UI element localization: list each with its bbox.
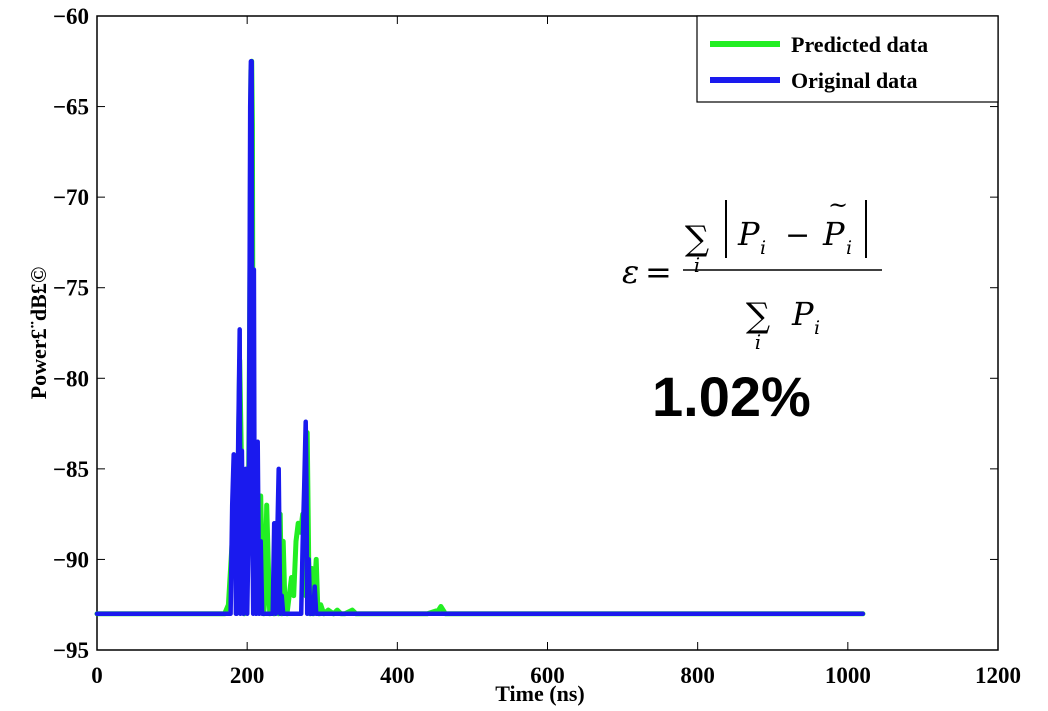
- y-tick-label: −90: [53, 547, 89, 572]
- minus-sign: −: [785, 218, 810, 253]
- numerator-p: P: [737, 215, 760, 253]
- legend-label-original: Original data: [791, 68, 918, 93]
- tilde-mark: ~: [828, 191, 848, 219]
- x-tick-label: 400: [380, 663, 415, 688]
- series-layer: [94, 58, 866, 617]
- y-tick-label: −95: [53, 638, 89, 663]
- x-tick-label: 600: [530, 663, 565, 688]
- legend-label-predicted: Predicted data: [791, 32, 928, 57]
- x-axis-title: Time (ns): [495, 681, 584, 706]
- denominator-sum-index: i: [755, 330, 761, 354]
- epsilon-symbol: ε: [622, 253, 639, 291]
- error-formula: ε = ∑ i P i − ~ P i ∑ i P i: [622, 191, 882, 354]
- series-line-original: [94, 59, 866, 617]
- x-tick-label: 0: [91, 663, 103, 688]
- numerator-sum-index: i: [694, 253, 700, 277]
- x-tick-label: 1000: [825, 663, 871, 688]
- x-tick-label: 200: [230, 663, 265, 688]
- x-tick-label: 800: [680, 663, 715, 688]
- y-tick-label: −65: [53, 95, 89, 120]
- axis-ticks: 0 200 400 600 800 1000 1200 −60 −65 −70 −75 −80 −85 −…: [53, 4, 1021, 688]
- y-tick-label: −85: [53, 457, 89, 482]
- y-tick-label: −60: [53, 4, 89, 29]
- denominator-sum-symbol: ∑: [746, 296, 770, 336]
- equals-sign: =: [645, 253, 672, 291]
- y-tick-label: −75: [53, 276, 89, 301]
- numerator-p-tilde-index: i: [846, 237, 852, 259]
- denominator-p: P: [791, 295, 814, 333]
- y-tick-label: −70: [53, 185, 89, 210]
- numerator-p-index: i: [760, 237, 766, 259]
- denominator-p-index: i: [814, 317, 820, 339]
- numerator-sum-symbol: ∑: [685, 219, 709, 259]
- y-tick-label: −80: [53, 366, 89, 391]
- x-tick-label: 1200: [975, 663, 1021, 688]
- legend-box: [696, 15, 999, 103]
- error-percentage: 1.02%: [652, 365, 811, 428]
- y-axis-title: Power£¨dB£©: [26, 267, 51, 400]
- legend: Predicted data Original data: [696, 15, 999, 103]
- numerator-p-tilde: P: [822, 215, 845, 253]
